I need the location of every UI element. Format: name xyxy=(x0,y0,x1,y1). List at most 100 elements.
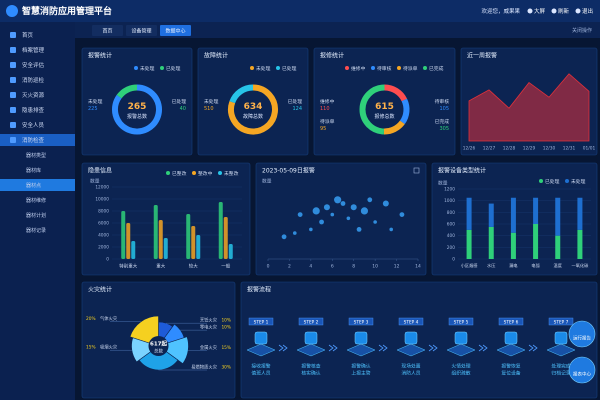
scatter-point xyxy=(323,204,330,211)
ring-side-value: 110 xyxy=(320,106,330,112)
sidebar-subitem[interactable]: 器材类型 xyxy=(26,152,46,159)
step-arrow xyxy=(328,344,338,352)
x-tick-label: 8 xyxy=(352,264,355,270)
step-arrow xyxy=(528,344,538,352)
step-icon-base xyxy=(396,343,426,357)
bar-segment xyxy=(577,229,583,259)
x-tick-label: 漏电 xyxy=(509,262,518,269)
float-button-label[interactable]: 报表中心 xyxy=(573,371,591,378)
legend-label: 已整改 xyxy=(172,170,187,177)
bar xyxy=(126,223,131,259)
sidebar-item[interactable]: 消防检查 xyxy=(22,136,45,144)
step-badge-label: STEP 3 xyxy=(354,319,369,325)
sidebar-item[interactable]: 隐患排查 xyxy=(22,106,45,114)
sidebar-icon xyxy=(10,77,16,83)
step-badge-label: STEP 7 xyxy=(554,319,569,325)
y-tick-label: 1200 xyxy=(444,187,455,193)
step-icon-base xyxy=(546,343,576,357)
ring-side-label: 待派单 xyxy=(320,118,335,125)
legend-dot xyxy=(423,66,427,70)
sidebar-subitem[interactable]: 器材计划 xyxy=(26,212,46,219)
sidebar xyxy=(0,22,75,400)
panel-title: 报警设备类型统计 xyxy=(438,167,486,175)
legend-label: 未处理 xyxy=(256,65,271,72)
action-icon xyxy=(527,8,533,14)
x-tick-label: 12/27 xyxy=(483,146,496,152)
tab-label[interactable]: 首页 xyxy=(102,27,112,34)
header-action[interactable]: 退出 xyxy=(582,7,593,15)
tab-label[interactable]: 设备管理 xyxy=(131,27,151,34)
float-button[interactable] xyxy=(568,356,596,384)
sidebar-item-active xyxy=(0,134,75,146)
legend-dot xyxy=(192,171,196,175)
x-tick-label: 水压 xyxy=(487,262,495,269)
header-action[interactable]: 大屏 xyxy=(534,7,546,15)
ring-side-value: 225 xyxy=(88,106,98,112)
step-text: 现场处置 xyxy=(401,363,420,370)
y-tick-label: 4000 xyxy=(98,233,109,239)
bar xyxy=(196,235,201,259)
step-icon-base xyxy=(346,343,376,357)
sidebar-item[interactable]: 首页 xyxy=(22,31,34,39)
x-tick-label: 较大 xyxy=(189,263,198,270)
tab-label[interactable]: 数据中心 xyxy=(165,27,185,34)
ring-side-label: 未处理 xyxy=(88,98,103,105)
y-tick-label: 12000 xyxy=(95,185,109,191)
ring-total-label: 报警总数 xyxy=(127,113,147,120)
bar xyxy=(223,217,228,259)
pie-value: 10% xyxy=(221,325,231,331)
y-axis-label: 数量 xyxy=(262,178,272,185)
bar-segment xyxy=(466,197,472,230)
pie-label: 吸烟火灾 xyxy=(100,344,118,351)
tab-action[interactable]: 关闭操作 xyxy=(572,27,592,34)
bar-segment xyxy=(488,226,494,259)
ring-segment xyxy=(399,98,410,125)
scatter-point xyxy=(312,207,320,215)
x-tick-label: 10 xyxy=(372,264,378,270)
x-tick-label: 4 xyxy=(309,264,312,270)
header-bar xyxy=(0,0,600,22)
x-tick-label: 6 xyxy=(331,264,334,270)
y-tick-label: 2000 xyxy=(98,245,109,251)
sidebar-item[interactable]: 消防巡检 xyxy=(22,76,45,84)
sidebar-item[interactable]: 安全评估 xyxy=(22,61,45,69)
sidebar-subitem[interactable]: 器材点 xyxy=(26,182,41,189)
step-badge xyxy=(248,317,274,326)
ring-segment xyxy=(112,84,162,135)
bar xyxy=(186,214,191,259)
x-tick-label: 01/01 xyxy=(583,146,596,152)
sidebar-item[interactable]: 安全人员 xyxy=(22,121,45,129)
step-badge-label: STEP 4 xyxy=(404,319,419,325)
step-text: 报警恢复 xyxy=(501,363,520,370)
sidebar-subitem[interactable]: 器材维修 xyxy=(26,197,46,204)
action-icon xyxy=(551,8,557,14)
sidebar-icon xyxy=(10,62,16,68)
legend-label: 已处理 xyxy=(545,178,560,185)
sidebar-icon xyxy=(10,47,16,53)
ring-side-label: 已处理 xyxy=(288,98,303,105)
scatter-point xyxy=(292,231,297,235)
sidebar-subitem[interactable]: 器材记录 xyxy=(26,227,46,234)
float-button-label[interactable]: 运行报告 xyxy=(573,335,591,342)
scatter-point xyxy=(281,234,287,240)
panel xyxy=(81,47,193,156)
tab[interactable] xyxy=(160,25,191,36)
legend-dot xyxy=(276,66,280,70)
header-action[interactable]: 刷新 xyxy=(558,7,570,15)
step-text: 复位设备 xyxy=(501,370,520,377)
sidebar-subitem[interactable]: 器材库 xyxy=(26,167,41,174)
step-text: 核实确认 xyxy=(301,370,320,377)
scatter-point xyxy=(297,212,303,218)
y-axis-label: 数量 xyxy=(438,180,448,187)
bar xyxy=(163,238,168,259)
float-button[interactable] xyxy=(568,320,596,348)
sidebar-item[interactable]: 档案管理 xyxy=(22,46,45,54)
tab-bar xyxy=(75,22,600,38)
panel-title: 报警流程 xyxy=(247,286,271,294)
step-text: 归档记录 xyxy=(551,370,570,377)
tab[interactable] xyxy=(92,25,123,36)
tab[interactable] xyxy=(126,25,157,36)
sidebar-item[interactable]: 灭火资源 xyxy=(22,91,45,99)
